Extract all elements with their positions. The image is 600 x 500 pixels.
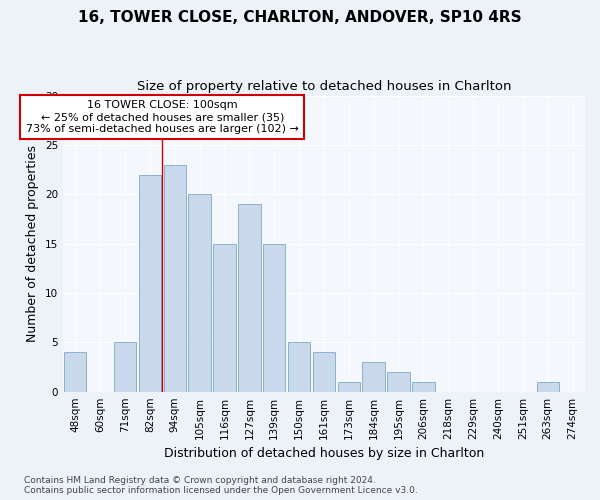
Bar <box>188 194 211 392</box>
X-axis label: Distribution of detached houses by size in Charlton: Distribution of detached houses by size … <box>164 447 484 460</box>
Bar <box>263 244 286 392</box>
Bar <box>536 382 559 392</box>
Text: 16 TOWER CLOSE: 100sqm
← 25% of detached houses are smaller (35)
73% of semi-det: 16 TOWER CLOSE: 100sqm ← 25% of detached… <box>26 100 299 134</box>
Bar <box>288 342 310 392</box>
Bar <box>412 382 434 392</box>
Bar <box>114 342 136 392</box>
Bar <box>164 164 186 392</box>
Bar <box>362 362 385 392</box>
Bar <box>64 352 86 392</box>
Title: Size of property relative to detached houses in Charlton: Size of property relative to detached ho… <box>137 80 511 93</box>
Bar <box>388 372 410 392</box>
Text: 16, TOWER CLOSE, CHARLTON, ANDOVER, SP10 4RS: 16, TOWER CLOSE, CHARLTON, ANDOVER, SP10… <box>78 10 522 25</box>
Bar <box>213 244 236 392</box>
Bar <box>238 204 260 392</box>
Text: Contains HM Land Registry data © Crown copyright and database right 2024.
Contai: Contains HM Land Registry data © Crown c… <box>24 476 418 495</box>
Bar <box>338 382 360 392</box>
Y-axis label: Number of detached properties: Number of detached properties <box>26 145 39 342</box>
Bar <box>313 352 335 392</box>
Bar <box>139 174 161 392</box>
